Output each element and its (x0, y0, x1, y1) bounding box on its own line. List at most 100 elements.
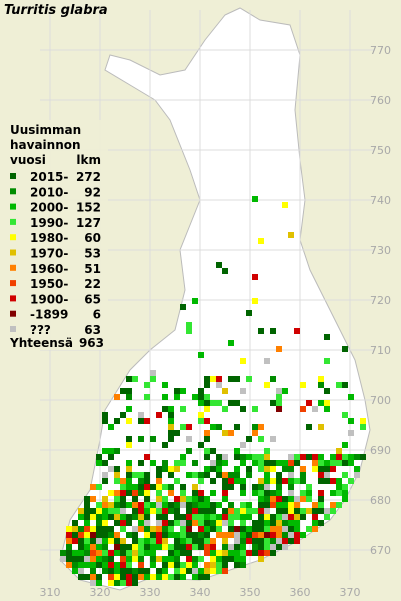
observation-square (114, 448, 120, 454)
observation-square (114, 478, 120, 484)
observation-square (282, 532, 288, 538)
observation-square (84, 550, 90, 556)
observation-square (324, 406, 330, 412)
observation-square (84, 532, 90, 538)
observation-square (72, 520, 78, 526)
observation-square (258, 544, 264, 550)
observation-square (186, 550, 192, 556)
observation-square (216, 382, 222, 388)
observation-square (126, 478, 132, 484)
observation-square (264, 358, 270, 364)
observation-square (228, 484, 234, 490)
observation-square (288, 472, 294, 478)
observation-square (120, 544, 126, 550)
observation-square (216, 556, 222, 562)
observation-square (210, 400, 216, 406)
observation-square (300, 472, 306, 478)
observation-square (162, 382, 168, 388)
observation-square (174, 514, 180, 520)
observation-square (306, 400, 312, 406)
observation-square (330, 502, 336, 508)
observation-square (210, 376, 216, 382)
y-tick-label: 700 (370, 394, 391, 407)
observation-square (150, 574, 156, 580)
observation-square (240, 526, 246, 532)
observation-square (318, 460, 324, 466)
observation-square (96, 574, 102, 580)
observation-square (108, 514, 114, 520)
observation-square (180, 544, 186, 550)
observation-square (138, 562, 144, 568)
observation-square (168, 412, 174, 418)
observation-square (204, 502, 210, 508)
observation-square (156, 520, 162, 526)
observation-square (198, 352, 204, 358)
observation-square (222, 388, 228, 394)
observation-square (336, 448, 342, 454)
observation-square (258, 520, 264, 526)
observation-square (312, 406, 318, 412)
observation-square (192, 532, 198, 538)
observation-square (126, 544, 132, 550)
observation-square (264, 538, 270, 544)
observation-square (126, 436, 132, 442)
observation-square (96, 544, 102, 550)
observation-square (90, 526, 96, 532)
observation-square (186, 514, 192, 520)
legend-swatch (10, 188, 16, 195)
observation-square (126, 490, 132, 496)
x-tick-label: 360 (290, 586, 311, 599)
observation-square (156, 556, 162, 562)
observation-square (168, 502, 174, 508)
legend-label: 1960- (30, 262, 68, 276)
observation-square (174, 544, 180, 550)
observation-square (282, 520, 288, 526)
observation-square (318, 496, 324, 502)
observation-square (276, 502, 282, 508)
observation-square (108, 580, 114, 586)
observation-square (162, 532, 168, 538)
observation-square (168, 490, 174, 496)
observation-square (336, 382, 342, 388)
observation-square (216, 568, 222, 574)
observation-square (336, 490, 342, 496)
observation-square (228, 376, 234, 382)
legend-label: 1900- (30, 292, 68, 306)
observation-square (324, 466, 330, 472)
observation-square (336, 478, 342, 484)
observation-square (150, 460, 156, 466)
observation-square (186, 496, 192, 502)
observation-square (126, 388, 132, 394)
observation-square (204, 568, 210, 574)
observation-square (258, 490, 264, 496)
observation-square (174, 562, 180, 568)
observation-square (288, 496, 294, 502)
legend-heading: havainnon (10, 138, 81, 152)
observation-square (198, 400, 204, 406)
x-tick-label: 340 (190, 586, 211, 599)
observation-square (180, 304, 186, 310)
observation-square (294, 508, 300, 514)
observation-square (228, 508, 234, 514)
observation-square (270, 514, 276, 520)
observation-square (312, 508, 318, 514)
observation-square (258, 538, 264, 544)
observation-square (198, 574, 204, 580)
observation-square (192, 568, 198, 574)
observation-square (342, 472, 348, 478)
observation-square (258, 526, 264, 532)
observation-square (186, 328, 192, 334)
observation-square (156, 532, 162, 538)
observation-square (288, 508, 294, 514)
observation-square (126, 394, 132, 400)
observation-square (234, 472, 240, 478)
observation-square (156, 544, 162, 550)
observation-square (204, 448, 210, 454)
observation-square (60, 556, 66, 562)
observation-square (270, 538, 276, 544)
observation-square (270, 436, 276, 442)
observation-square (222, 472, 228, 478)
observation-square (234, 562, 240, 568)
observation-square (282, 202, 288, 208)
